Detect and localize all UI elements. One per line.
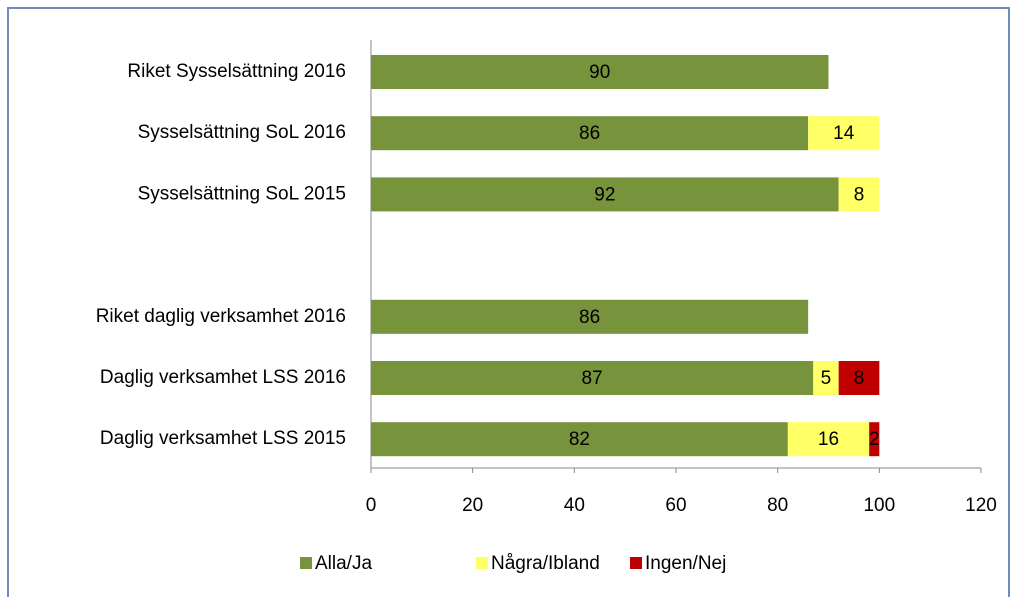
x-tick-label: 60 [665, 495, 686, 516]
legend-swatch [630, 557, 642, 569]
legend-swatch [476, 557, 488, 569]
data-label: 86 [579, 307, 600, 328]
data-label: 8 [854, 368, 865, 389]
x-tick-label: 80 [767, 495, 788, 516]
bar-segment [371, 177, 839, 212]
data-label: 82 [569, 429, 590, 450]
data-label: 92 [594, 184, 615, 205]
category-label: Daglig verksamhet LSS 2016 [100, 367, 346, 388]
bar-segment [787, 422, 870, 457]
x-tick-label: 0 [366, 495, 377, 516]
data-label: 87 [582, 368, 603, 389]
legend-label: Alla/Ja [315, 553, 372, 574]
legend-label: Några/Ibland [491, 553, 600, 574]
data-label: 8 [854, 184, 865, 205]
category-label: Riket Sysselsättning 2016 [127, 61, 346, 82]
bar-segment [371, 422, 788, 457]
category-label: Sysselsättning SoL 2016 [138, 122, 346, 143]
bar-segment [371, 361, 814, 395]
x-tick-label: 20 [462, 495, 483, 516]
data-label: 5 [821, 368, 832, 389]
bar-segment [869, 422, 880, 457]
bar-segment [838, 177, 880, 212]
data-label: 2 [869, 429, 880, 450]
bar-segment [813, 361, 839, 395]
bar-segment [371, 116, 809, 151]
x-tick-label: 40 [564, 495, 585, 516]
data-label: 14 [833, 123, 855, 144]
legend-label: Ingen/Nej [645, 553, 726, 574]
data-label: 16 [818, 429, 839, 450]
bar-segment [371, 55, 829, 89]
category-label: Sysselsättning SoL 2015 [138, 183, 346, 204]
data-label: 90 [589, 62, 610, 83]
x-tick-label: 120 [965, 495, 997, 516]
bar-segment [371, 299, 809, 334]
bar-segment [808, 116, 880, 151]
legend-swatch [300, 557, 312, 569]
bar-segment [838, 361, 880, 395]
x-tick-label: 100 [863, 495, 895, 516]
category-label: Riket daglig verksamhet 2016 [96, 306, 346, 327]
category-label: Daglig verksamhet LSS 2015 [100, 428, 346, 449]
data-label: 86 [579, 123, 600, 144]
